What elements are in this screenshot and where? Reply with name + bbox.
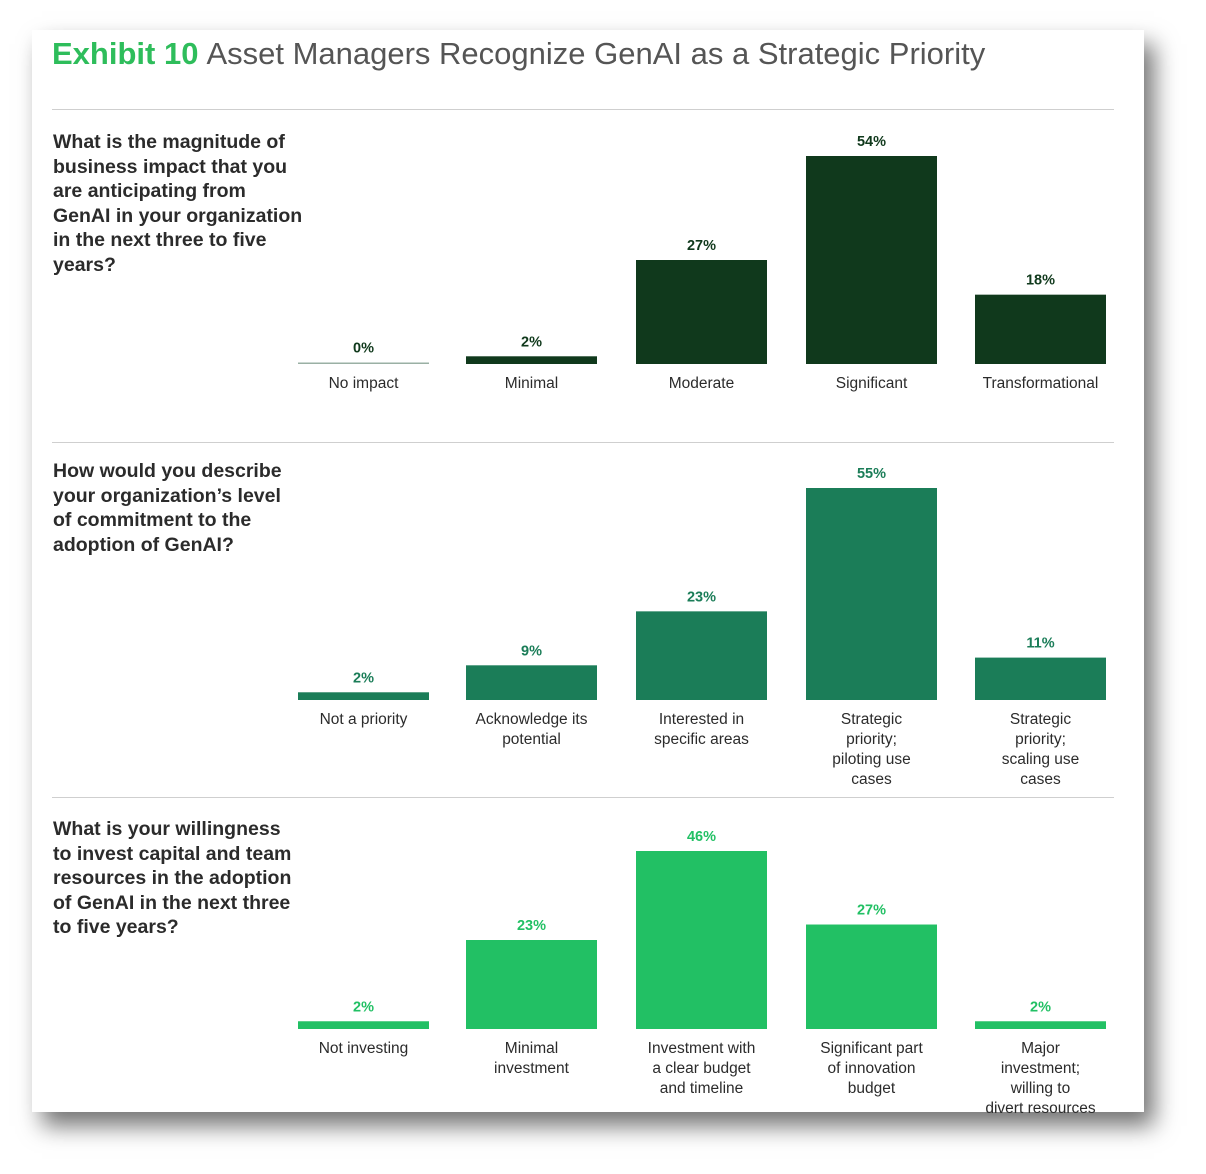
category-label: Interested in specific areas [654,711,749,748]
bar-4 [806,924,937,1029]
category-label: Strategic priority; scaling use cases [1002,711,1080,788]
bar-2 [466,940,597,1029]
data-label: 54% [857,134,886,150]
data-label: 18% [1026,273,1055,289]
category-label: Major investment; willing to divert resourc… [985,1040,1096,1117]
exhibit-number: Exhibit 10 [52,36,199,71]
question-investment: What is your willingness to invest capit… [53,818,292,938]
question-commitment: How would you describe your organization… [53,460,282,556]
data-label: 23% [517,918,546,934]
chart-business-impact: 0% No impact 2% Minimal 27% Moderate 54% Signif… [298,134,1106,392]
divider-middle [52,442,1114,443]
data-label: 11% [1026,636,1054,652]
bar-2 [466,665,597,700]
data-label: 55% [857,466,886,482]
bar-4 [806,156,937,364]
data-label: 2% [353,999,374,1015]
data-label: 27% [687,238,716,254]
category-label: Not a priority [320,711,408,728]
data-label: 2% [353,670,374,686]
category-label: Significant [836,375,908,392]
data-label: 9% [521,643,542,659]
bar-5 [975,1021,1106,1029]
data-label: 2% [1030,999,1051,1015]
category-label: Transformational [983,375,1099,392]
chart-investment: 2% Not investing 23% Minimal investment 46% In… [298,829,1106,1117]
category-label: Minimal [505,375,558,392]
bar-2 [466,356,597,364]
category-label: No impact [329,375,399,392]
category-label: Moderate [669,375,734,392]
category-label: Not investing [319,1040,409,1057]
bar-4 [806,488,937,700]
bar-5 [975,294,1106,364]
data-label: 27% [857,903,886,919]
category-label: Acknowledge its potential [475,711,587,748]
chart-commitment: 2% Not a priority 9% Acknowledge its potenti… [298,466,1106,788]
question-business-impact: What is the magnitude of business impact… [53,131,303,276]
data-label: 0% [353,341,374,357]
data-label: 46% [687,829,716,845]
exhibit-title: Exhibit 10 Asset Managers Recognize GenAI… [52,36,985,72]
bar-3 [636,260,767,364]
divider-bottom [52,797,1114,798]
bar-5 [975,657,1106,700]
bar-1 [298,692,429,700]
bar-1 [298,1021,429,1029]
data-label: 23% [687,589,716,605]
divider-top [52,109,1114,110]
data-label: 2% [521,334,542,350]
exhibit-card [32,30,1144,1112]
category-label: Significant part of innovation budget [820,1040,923,1097]
category-label: Strategic priority; piloting use cases [832,711,910,788]
bar-1 [298,362,429,364]
bar-3 [636,611,767,700]
bar-3 [636,851,767,1029]
category-label: Investment with a clear budget and timelin… [648,1040,756,1097]
category-label: Minimal investment [494,1040,570,1077]
exhibit-title-text: Asset Managers Recognize GenAI as a Stra… [206,36,986,71]
